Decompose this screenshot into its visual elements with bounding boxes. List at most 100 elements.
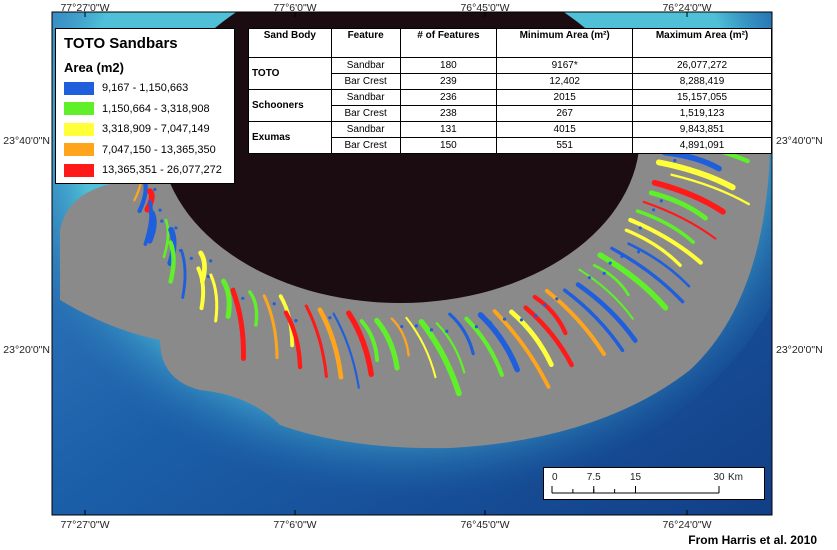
table-cell: 1,519,123 bbox=[632, 105, 772, 122]
table-cell: 9,843,851 bbox=[632, 121, 772, 138]
sandbar bbox=[262, 294, 279, 360]
sandbar bbox=[346, 310, 374, 378]
legend-items: 9,167 - 1,150,663 1,150,664 - 3,318,908 3,… bbox=[64, 78, 226, 181]
header-cell: Maximum Area (m²) bbox=[632, 28, 772, 58]
sand-body-cell: Schooners bbox=[248, 89, 332, 122]
sandbar bbox=[248, 290, 259, 327]
sandbar bbox=[144, 188, 155, 213]
sandbar bbox=[624, 228, 682, 267]
sandbar-dot bbox=[474, 325, 479, 329]
sandbar-dot bbox=[160, 219, 164, 223]
sandbar-dot bbox=[502, 317, 507, 321]
table-cell: Sandbar bbox=[330, 121, 401, 138]
sandbar bbox=[418, 319, 462, 397]
table-cell: Bar Crest bbox=[330, 73, 401, 90]
table-cell: Sandbar bbox=[330, 89, 401, 106]
table-cell: 267 bbox=[496, 105, 634, 122]
header-cell: Sand Body bbox=[248, 28, 332, 58]
sandbar bbox=[283, 310, 303, 370]
sandbar-dot bbox=[620, 254, 624, 259]
coord-label: 76°24'0"W bbox=[662, 519, 711, 531]
table-cell: 26,077,272 bbox=[632, 57, 772, 74]
sandbar bbox=[610, 246, 685, 304]
table-cell: Bar Crest bbox=[330, 137, 401, 154]
sandbar-dot bbox=[328, 316, 332, 320]
coord-label: 77°27'0"W bbox=[60, 519, 109, 531]
map-frame bbox=[51, 11, 773, 516]
sandbar-dot bbox=[241, 296, 245, 300]
credit: From Harris et al. 2010 bbox=[688, 533, 817, 547]
scale-label: 7.5 bbox=[587, 472, 601, 483]
table-cell: 236 bbox=[399, 89, 498, 106]
sandbar bbox=[196, 266, 206, 311]
sandbar bbox=[168, 240, 176, 284]
table-row: Bar Crest 150 551 4,891,091 bbox=[249, 137, 772, 154]
table-cell: 9167* bbox=[496, 57, 634, 74]
legend-subtitle: Area (m2) bbox=[64, 60, 124, 75]
sandbar bbox=[648, 190, 708, 221]
sandbar bbox=[146, 210, 157, 244]
sandbar-dot bbox=[189, 256, 193, 260]
sandbar-dot bbox=[573, 296, 577, 300]
sandbar-dot bbox=[174, 226, 178, 230]
coord-label: 77°6'0"W bbox=[273, 519, 316, 531]
scale-label: 0 bbox=[552, 472, 558, 483]
legend-item: 7,047,150 - 13,365,350 bbox=[64, 140, 226, 161]
header-cell: Feature bbox=[330, 28, 401, 58]
sandbar bbox=[562, 288, 625, 353]
sandbar bbox=[492, 309, 551, 389]
sandbar bbox=[523, 305, 574, 368]
sandbar-dot bbox=[488, 321, 493, 325]
table-cell: 131 bbox=[399, 121, 498, 138]
legend-swatch bbox=[64, 102, 94, 116]
table-row: Bar Crest 239 12,402 8,288,419 bbox=[249, 73, 772, 90]
sandbar bbox=[390, 317, 410, 357]
sandbar-dot bbox=[209, 259, 213, 263]
header-cell: # of Features bbox=[399, 28, 498, 58]
legend-label: 1,150,664 - 3,318,908 bbox=[102, 102, 210, 115]
scale-label: 15 bbox=[630, 472, 642, 483]
table-row: Exumas Sandbar 131 4015 9,843,851 bbox=[248, 121, 772, 154]
table-cell: 4015 bbox=[496, 121, 634, 138]
legend-label: 9,167 - 1,150,663 bbox=[102, 82, 189, 95]
legend-swatch bbox=[64, 122, 94, 136]
header-cell: Minimum Area (m²) bbox=[496, 28, 634, 58]
coordinates: 77°27'0"W 77°6'0"W 76°45'0"W 76°24'0"W 77°27… bbox=[3, 2, 822, 531]
sandbar bbox=[532, 294, 568, 336]
sandbar bbox=[651, 179, 726, 215]
sand-body-cell: TOTO bbox=[248, 57, 332, 90]
sandbar bbox=[167, 226, 177, 266]
table-cell: 4,891,091 bbox=[632, 137, 772, 154]
scale-unit: Km bbox=[728, 472, 743, 483]
sandbar bbox=[359, 319, 380, 363]
table-cell: 12,402 bbox=[496, 73, 634, 90]
sandbar-dot bbox=[543, 303, 547, 307]
sandbar bbox=[230, 287, 246, 361]
table-row: Bar Crest 238 267 1,519,123 bbox=[249, 105, 772, 122]
legend-item: 9,167 - 1,150,663 bbox=[64, 78, 226, 99]
sandbar-dot bbox=[638, 226, 642, 230]
table-cell: 551 bbox=[496, 137, 634, 154]
sandbar-dot bbox=[272, 302, 276, 306]
sandbar bbox=[627, 242, 691, 288]
sandbar bbox=[220, 278, 232, 319]
sandbar-dot bbox=[534, 314, 538, 318]
sandbar-dot bbox=[519, 318, 524, 322]
legend-item: 1,150,664 - 3,318,908 bbox=[64, 99, 226, 120]
table-cell: 239 bbox=[399, 73, 498, 90]
coord-label: 76°45'0"W bbox=[460, 2, 509, 14]
sandbar bbox=[670, 173, 751, 206]
legend-swatch bbox=[64, 143, 94, 157]
table-cell: 150 bbox=[399, 137, 498, 154]
coord-label: 77°6'0"W bbox=[273, 2, 316, 14]
sandbar-dot bbox=[414, 324, 418, 328]
legend-label: 13,365,351 - 26,077,272 bbox=[102, 164, 222, 177]
sandbar bbox=[209, 273, 219, 323]
sandbar-dot bbox=[659, 199, 663, 203]
sandbar bbox=[464, 316, 504, 377]
sand-body-cell: Exumas bbox=[248, 121, 332, 154]
legend-swatch bbox=[64, 81, 94, 95]
sandbar-dot bbox=[636, 250, 641, 254]
legend-label: 7,047,150 - 13,365,350 bbox=[102, 143, 216, 156]
